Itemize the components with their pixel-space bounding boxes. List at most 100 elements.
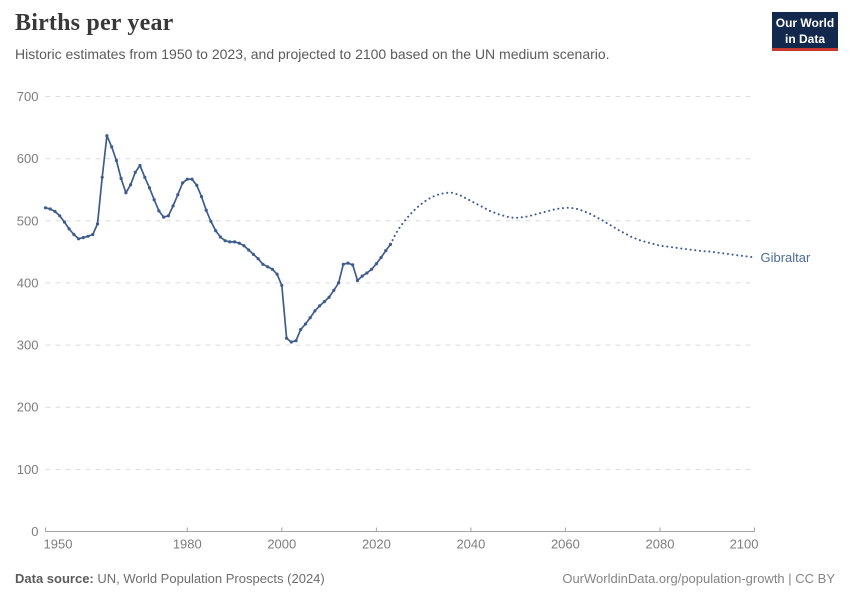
- data-point-marker: [171, 204, 175, 208]
- data-point-marker: [242, 244, 246, 248]
- data-point-marker: [58, 214, 62, 218]
- x-tick-label: 2020: [362, 537, 391, 552]
- data-point-marker: [162, 215, 166, 219]
- data-point-marker: [285, 336, 289, 340]
- data-point-marker: [204, 208, 208, 212]
- entity-label: Gibraltar: [761, 250, 812, 265]
- x-tick-label: 2080: [646, 537, 675, 552]
- data-point-marker: [384, 249, 388, 253]
- data-point-marker: [138, 163, 142, 168]
- data-point-marker: [129, 183, 133, 187]
- projection-line: [389, 191, 756, 259]
- data-point-marker: [237, 241, 241, 245]
- data-point-marker: [214, 229, 218, 233]
- data-point-marker: [91, 232, 95, 237]
- owid-logo[interactable]: Our World in Data: [772, 12, 838, 51]
- data-point-marker: [266, 265, 270, 269]
- data-point-marker: [190, 177, 194, 181]
- data-point-marker: [289, 340, 293, 344]
- data-point-marker: [346, 261, 350, 265]
- data-point-marker: [251, 252, 256, 256]
- page-title: Births per year: [15, 10, 174, 36]
- data-point-marker: [261, 262, 265, 266]
- data-point-marker: [48, 207, 52, 211]
- data-point-marker: [143, 175, 147, 179]
- data-point-marker: [119, 176, 123, 181]
- data-point-marker: [233, 240, 237, 244]
- data-point-marker: [157, 209, 161, 213]
- data-point-marker: [332, 288, 336, 292]
- data-point-marker: [62, 220, 66, 224]
- data-point-marker: [147, 186, 152, 190]
- data-point-marker: [95, 222, 100, 226]
- data-point-marker: [280, 283, 284, 287]
- x-tick-label: 2040: [456, 537, 485, 552]
- data-point-marker: [81, 236, 85, 240]
- data-point-marker: [228, 240, 232, 244]
- data-point-marker: [270, 267, 274, 271]
- data-point-marker: [299, 327, 303, 332]
- data-point-marker: [303, 322, 308, 326]
- data-point-marker: [67, 227, 71, 231]
- data-point-marker: [100, 175, 104, 179]
- chart-subtitle: Historic estimates from 1950 to 2023, an…: [15, 46, 610, 62]
- data-point-marker: [185, 177, 189, 181]
- owid-logo-line1: Our World: [775, 16, 835, 30]
- data-point-marker: [181, 181, 185, 185]
- data-point-marker: [124, 191, 128, 195]
- x-tick-label: 2000: [267, 537, 296, 552]
- x-tick-label: 1950: [44, 537, 73, 552]
- x-tick-label: 2100: [730, 537, 759, 552]
- data-point-marker: [77, 237, 81, 241]
- data-point-marker: [360, 274, 364, 278]
- data-point-marker: [195, 183, 199, 187]
- owid-url-link[interactable]: OurWorldinData.org/population-growth | C…: [562, 571, 835, 586]
- data-point-marker: [166, 214, 170, 218]
- chart-footer: Data source: UN, World Population Prospe…: [15, 571, 835, 586]
- data-point-marker: [322, 300, 326, 304]
- data-point-marker: [247, 248, 251, 252]
- data-point-marker: [365, 271, 369, 275]
- data-point-marker: [223, 239, 227, 243]
- x-tick-label: 1980: [173, 537, 202, 552]
- data-point-marker: [355, 278, 360, 283]
- data-source-label: Data source:: [15, 571, 94, 586]
- data-point-marker: [341, 262, 345, 266]
- data-source-note: Data source: UN, World Population Prospe…: [15, 571, 325, 586]
- data-point-marker: [337, 281, 341, 285]
- data-point-marker: [294, 339, 298, 343]
- owid-logo-line2: in Data: [784, 31, 825, 46]
- data-point-marker: [351, 263, 355, 267]
- historic-line: [45, 134, 392, 343]
- data-point-marker: [327, 295, 331, 299]
- data-point-marker: [209, 219, 213, 223]
- data-point-marker: [199, 195, 204, 199]
- y-tick-label: 100: [17, 462, 39, 477]
- data-point-marker: [370, 267, 374, 271]
- data-point-marker: [152, 198, 156, 202]
- y-tick-label: 600: [17, 151, 39, 166]
- data-source-text: UN, World Population Prospects (2024): [93, 571, 325, 586]
- owid-logo-red-bar: [772, 48, 838, 51]
- data-point-marker: [275, 272, 279, 276]
- data-point-marker: [374, 262, 378, 266]
- y-tick-label: 300: [17, 338, 39, 353]
- data-point-marker: [133, 170, 137, 174]
- data-point-marker: [86, 234, 90, 238]
- data-point-marker: [379, 255, 383, 260]
- y-tick-label: 200: [17, 400, 39, 415]
- data-point-marker: [110, 145, 114, 149]
- data-point-marker: [72, 232, 76, 237]
- y-tick-label: 500: [17, 213, 39, 228]
- x-tick-label: 2060: [551, 537, 580, 552]
- data-point-marker: [105, 134, 109, 138]
- data-point-marker: [218, 235, 222, 239]
- data-point-marker: [53, 209, 57, 214]
- y-tick-label: 400: [17, 275, 39, 290]
- y-tick-label: 700: [17, 89, 39, 104]
- chart-header: Births per year Historic estimates from …: [15, 10, 838, 62]
- data-point-marker: [318, 304, 322, 308]
- y-tick-label: 0: [31, 524, 38, 539]
